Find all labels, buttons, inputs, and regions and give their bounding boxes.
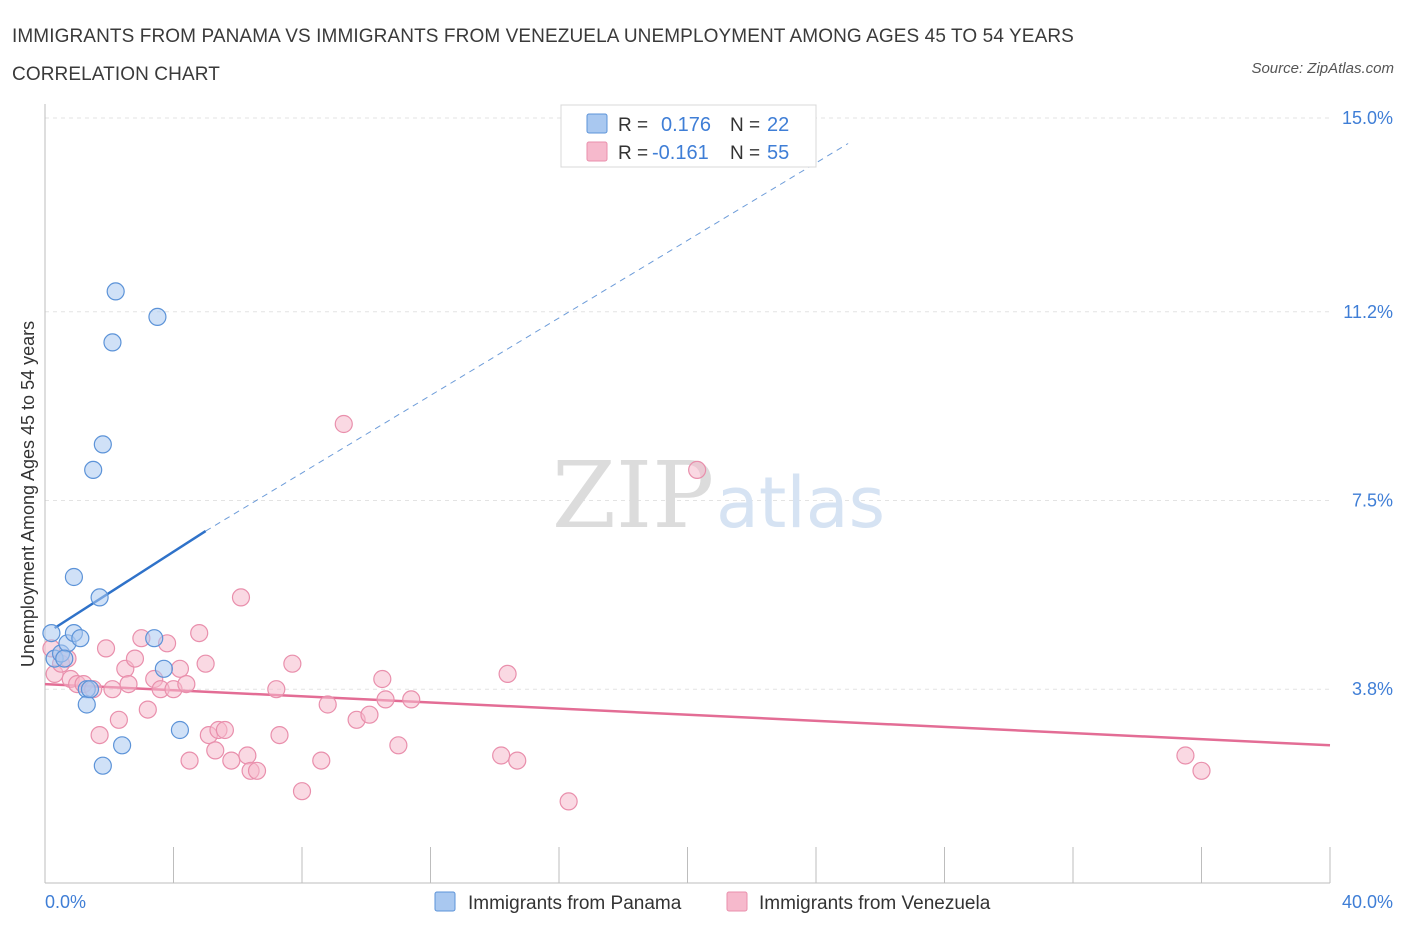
venezuela-point: [190, 623, 209, 643]
venezuela-point: [402, 690, 421, 709]
venezuela-point: [312, 751, 331, 770]
venezuela-trend-line: [44, 682, 1331, 747]
panama-point: [71, 629, 90, 648]
y-tick-label: 3.8%: [1352, 679, 1393, 699]
panama-trend-extension: [205, 143, 849, 532]
panama-point: [170, 720, 190, 740]
venezuela-point: [180, 751, 199, 770]
panama-point: [64, 567, 84, 587]
panama-point: [93, 435, 112, 454]
panama-point: [145, 629, 164, 648]
y-tick-label: 15.0%: [1342, 108, 1393, 128]
y-tick-labels: 3.8% 7.5% 11.2% 15.0%: [1342, 108, 1393, 699]
axes: [44, 104, 1331, 884]
venezuela-point: [376, 690, 395, 709]
bottom-legend-swatch-venezuela: [726, 891, 748, 912]
venezuela-point: [215, 720, 234, 740]
venezuela-point: [206, 741, 225, 760]
watermark-zip: ZIP: [552, 442, 714, 549]
legend-r-value: 0.176: [661, 114, 711, 136]
panama-point: [80, 680, 100, 699]
panama-point: [93, 756, 112, 775]
panama-point: [154, 659, 173, 678]
venezuela-point: [90, 725, 109, 745]
venezuela-point: [360, 705, 379, 724]
venezuela-point: [389, 736, 408, 755]
legend-swatch-venezuela: [586, 141, 608, 162]
legend-r-label: R =: [618, 115, 648, 136]
venezuela-point: [238, 746, 257, 765]
panama-point: [77, 695, 96, 714]
venezuela-point: [270, 725, 289, 745]
venezuela-point: [96, 639, 116, 658]
venezuela-point: [498, 664, 517, 684]
data-points: [42, 282, 1211, 811]
panama-point: [106, 282, 125, 301]
x-tick-label: 40.0%: [1342, 892, 1393, 912]
legend-r-value: -0.161: [652, 142, 709, 164]
y-tick-label: 11.2%: [1343, 302, 1393, 322]
legend-n-value: 55: [767, 142, 789, 164]
venezuela-point: [119, 674, 138, 694]
venezuela-point: [492, 746, 511, 765]
legend-r-label: R =: [618, 143, 648, 164]
x-tick-label: 0.0%: [45, 892, 86, 912]
venezuela-point: [334, 414, 353, 434]
watermark: ZIP atlas: [552, 442, 885, 549]
venezuela-point: [231, 588, 251, 607]
panama-point: [42, 623, 61, 643]
venezuela-point: [109, 710, 128, 729]
venezuela-point: [196, 654, 215, 673]
venezuela-point: [688, 460, 707, 479]
legend-n-label: N =: [730, 143, 760, 164]
panama-trend-line: [53, 530, 207, 630]
watermark-atlas: atlas: [716, 462, 885, 544]
panama-point: [103, 333, 122, 352]
venezuela-point: [318, 695, 337, 714]
panama-point: [148, 307, 167, 326]
bottom-legend-label-panama: Immigrants from Panama: [468, 893, 682, 914]
venezuela-point: [177, 674, 196, 694]
y-tick-label: 7.5%: [1352, 491, 1393, 511]
venezuela-point: [247, 761, 267, 780]
venezuela-point: [1176, 746, 1195, 765]
top-legend: R = 0.176 N = 22 R = -0.161 N = 55: [560, 104, 817, 168]
venezuela-point: [222, 751, 241, 770]
venezuela-point: [103, 680, 122, 699]
venezuela-point: [267, 680, 286, 699]
panama-point: [112, 736, 132, 755]
venezuela-point: [373, 669, 392, 689]
trend-lines: [44, 143, 1331, 747]
legend-n-label: N =: [730, 115, 760, 136]
bottom-legend-swatch-panama: [434, 891, 456, 912]
chart-title: IMMIGRANTS FROM PANAMA VS IMMIGRANTS FRO…: [12, 26, 1074, 85]
bottom-legend: Immigrants from Panama Immigrants from V…: [434, 891, 991, 914]
x-tick-labels: 0.0% 40.0%: [45, 892, 1393, 912]
venezuela-point: [125, 649, 145, 668]
venezuela-point: [170, 659, 190, 678]
venezuela-point: [559, 792, 578, 811]
legend-swatch-panama: [586, 113, 608, 134]
venezuela-point: [138, 700, 157, 719]
panama-point: [84, 460, 103, 479]
venezuela-point: [283, 654, 302, 673]
venezuela-point: [1192, 761, 1211, 780]
venezuela-point: [508, 751, 527, 770]
source-label: Source: ZipAtlas.com: [1251, 60, 1394, 77]
legend-n-value: 22: [767, 114, 789, 136]
y-axis-title: Unemployment Among Ages 45 to 54 years: [18, 321, 38, 667]
venezuela-point: [292, 782, 312, 801]
bottom-legend-label-venezuela: Immigrants from Venezuela: [759, 893, 991, 914]
panama-point: [90, 588, 109, 607]
panama-point: [55, 649, 74, 668]
